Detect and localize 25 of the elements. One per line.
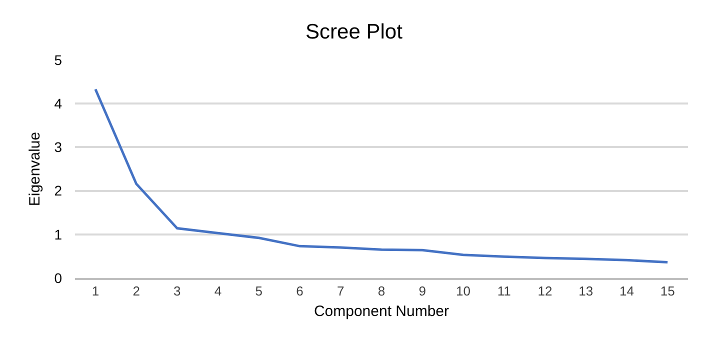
- chart-title: Scree Plot: [306, 20, 403, 44]
- x-tick-label: 3: [174, 283, 181, 298]
- x-tick-label: 12: [538, 283, 552, 298]
- x-tick-label: 14: [619, 283, 634, 298]
- x-tick-label: 4: [214, 283, 222, 298]
- x-tick-label: 8: [378, 283, 386, 298]
- x-tick-label: 13: [578, 283, 594, 298]
- x-tick-label: 5: [255, 283, 263, 298]
- x-tick-label: 11: [497, 283, 511, 298]
- x-tick-label: 6: [296, 283, 304, 298]
- x-axis-title: Component Number: [314, 302, 450, 320]
- x-tick-label: 1: [92, 283, 100, 298]
- x-tick-label: 9: [418, 283, 426, 298]
- y-axis-title: Eigenvalue: [26, 132, 44, 206]
- x-tick-label: 2: [132, 283, 140, 298]
- x-tick-label: 10: [456, 283, 470, 298]
- y-tick-label: 3: [54, 139, 62, 156]
- x-tick-label: 7: [337, 283, 344, 298]
- y-tick-label: 5: [54, 52, 62, 68]
- y-tick-label: 0: [54, 270, 62, 286]
- line-series: [94, 88, 669, 264]
- y-tick-label: 1: [54, 226, 62, 242]
- y-tick-label: 2: [54, 182, 62, 199]
- y-tick-label: 4: [54, 96, 62, 112]
- x-tick-label: 15: [660, 283, 675, 298]
